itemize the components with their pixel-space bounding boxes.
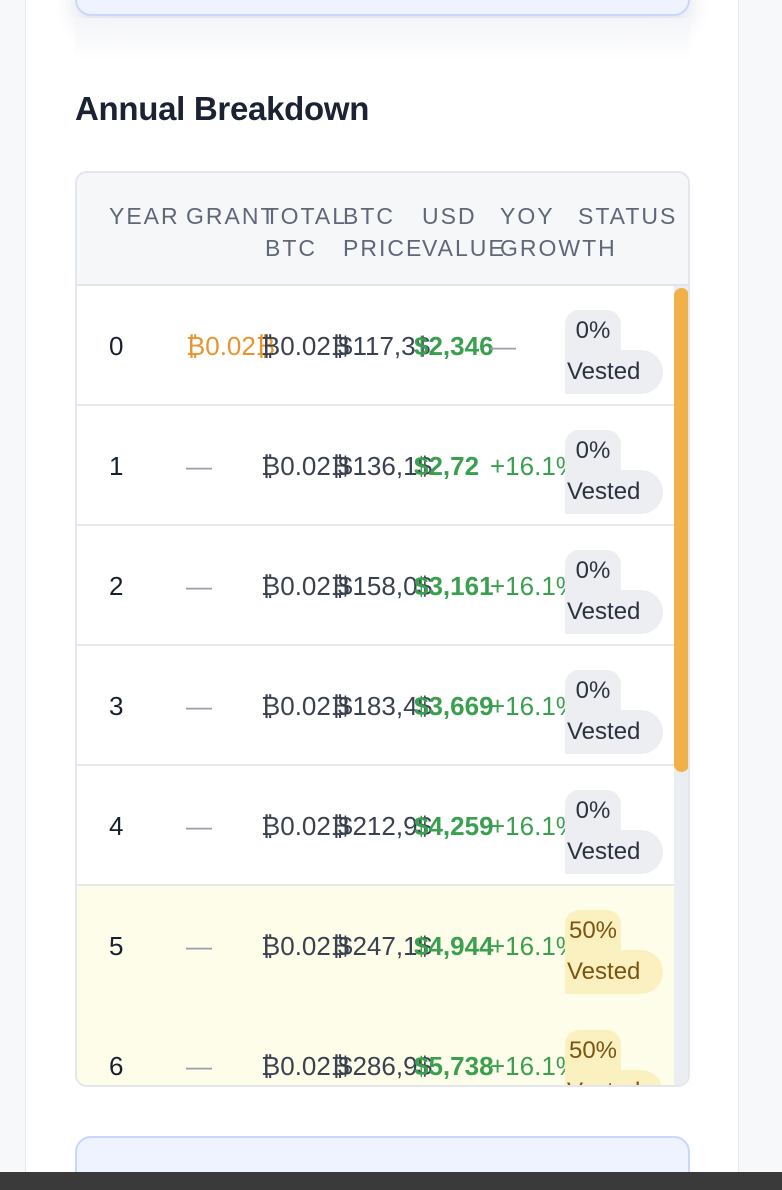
status-badge: 50%Vested <box>565 1030 663 1085</box>
table-header: YEAR GRANT TOTAL BTC BTC PRICE USD VALUE YO… <box>77 173 688 286</box>
year-cell: 1 <box>109 451 124 481</box>
header-yoy-growth: YOY GROWTH <box>500 203 617 261</box>
table-row: 0 ₿0.02₿ ₿0.02₿ $117,3$ $2,346 — 0% Veste… <box>77 286 674 406</box>
table-scrollbar-thumb[interactable] <box>674 288 688 772</box>
status-badge: 0% Vested <box>565 670 663 756</box>
btc-price-cell: $247,1$ <box>338 931 432 961</box>
year-cell: 2 <box>109 571 124 601</box>
table-row: 5 — ₿0.02₿ $247,1$ $4,944 +16.1% 50% Vest… <box>77 886 674 1006</box>
table-row: 4 — ₿0.02₿ $212,9$ $4,259 +16.1% 0% Veste… <box>77 766 674 886</box>
table-row: 6 — ₿0.02₿ $286,9$ $5,738 +16.1% 50%Vest… <box>77 1006 674 1085</box>
status-badge: 0% Vested <box>565 550 663 636</box>
total-btc-cell: ₿0.02₿ <box>261 1051 351 1081</box>
status-badge: 0% Vested <box>565 790 663 876</box>
year-cell: 3 <box>109 691 124 721</box>
table-row: 3 — ₿0.02₿ $183,4$ $3,669 +16.1% 0% Veste… <box>77 646 674 766</box>
total-btc-cell: ₿0.02₿ <box>261 451 351 481</box>
usd-value-cell: $2,72 <box>414 451 480 481</box>
summary-card-top <box>75 0 690 16</box>
usd-value-cell: $4,944 <box>414 931 494 961</box>
table-row: 2 — ₿0.02₿ $158,0$ $3,161 +16.1% 0% Veste… <box>77 526 674 646</box>
status-badge: 0% Vested <box>565 310 663 396</box>
usd-value-cell: $3,161 <box>414 571 494 601</box>
section-title: Annual Breakdown <box>75 90 370 127</box>
yoy-growth-cell: — <box>490 331 516 361</box>
yoy-growth-cell: +16.1% <box>490 691 579 721</box>
status-badge: 0% Vested <box>565 430 663 516</box>
yoy-growth-cell: +16.1% <box>490 811 579 841</box>
year-cell: 6 <box>109 1051 124 1081</box>
grant-cell: — <box>186 811 212 841</box>
btc-price-cell: $212,9$ <box>338 811 432 841</box>
usd-value-cell: $3,669 <box>414 691 494 721</box>
grant-cell: — <box>186 571 212 601</box>
grant-cell: ₿0.02₿ <box>186 331 276 361</box>
window-bottom-bar <box>0 1172 782 1190</box>
header-total-btc: TOTAL BTC <box>265 203 347 261</box>
usd-value-cell: $4,259 <box>414 811 494 841</box>
grant-cell: — <box>186 1051 212 1081</box>
usd-value-cell: $2,346 <box>414 331 494 361</box>
total-btc-cell: ₿0.02₿ <box>261 571 351 601</box>
table-body[interactable]: 0 ₿0.02₿ ₿0.02₿ $117,3$ $2,346 — 0% Veste… <box>77 286 674 1085</box>
year-cell: 4 <box>109 811 124 841</box>
yoy-growth-cell: +16.1% <box>490 1051 579 1081</box>
yoy-growth-cell: +16.1% <box>490 931 579 961</box>
card-shadow <box>75 18 690 62</box>
header-usd-value: USD VALUE <box>422 203 506 261</box>
status-badge: 50%Vested <box>565 910 663 996</box>
total-btc-cell: ₿0.02₿ <box>261 691 351 721</box>
btc-price-cell: $158,0$ <box>338 571 432 601</box>
table-row: 1 — ₿0.02₿ $136,1$ $2,72 +16.1% 0% Vested <box>77 406 674 526</box>
year-cell: 0 <box>109 331 124 361</box>
total-btc-cell: ₿0.02₿ <box>261 811 351 841</box>
btc-price-cell: $117,3$ <box>338 331 431 361</box>
btc-price-cell: $136,1$ <box>338 451 432 481</box>
header-btc-price: BTC PRICE <box>343 203 424 261</box>
header-year: YEAR <box>109 203 180 229</box>
total-btc-cell: ₿0.02₿ <box>261 931 351 961</box>
yoy-growth-cell: +16.1% <box>490 571 579 601</box>
grant-cell: — <box>186 931 212 961</box>
btc-price-cell: $286,9$ <box>338 1051 432 1081</box>
yoy-growth-cell: +16.1% <box>490 451 579 481</box>
grant-cell: — <box>186 451 212 481</box>
usd-value-cell: $5,738 <box>414 1051 494 1081</box>
btc-price-cell: $183,4$ <box>338 691 432 721</box>
annual-breakdown-table: YEAR GRANT TOTAL BTC BTC PRICE USD VALUE YO… <box>75 171 690 1087</box>
year-cell: 5 <box>109 931 124 961</box>
header-status: STATUS <box>578 203 678 229</box>
total-btc-cell: ₿0.02₿ <box>261 331 351 361</box>
grant-cell: — <box>186 691 212 721</box>
header-grant: GRANT <box>186 203 277 229</box>
